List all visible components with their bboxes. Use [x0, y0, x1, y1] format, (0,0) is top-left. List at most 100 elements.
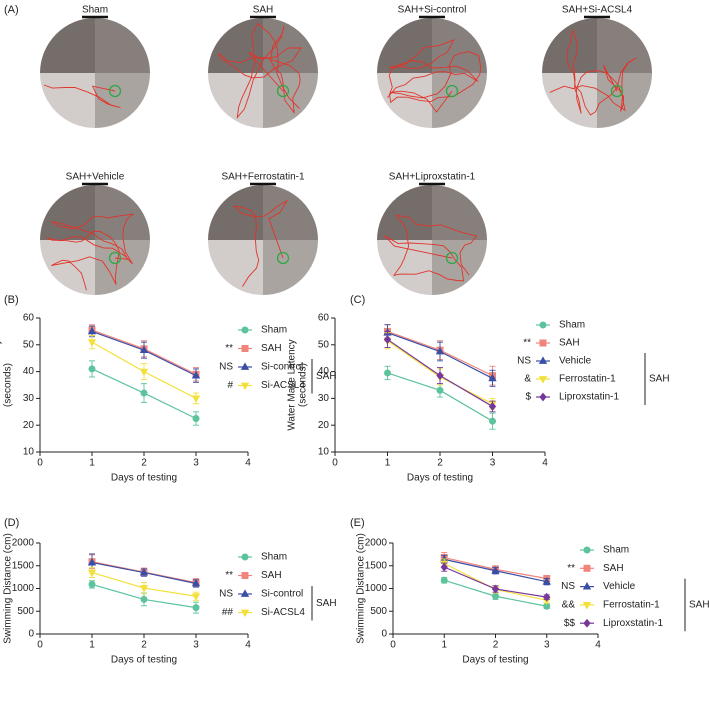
platform: [445, 251, 459, 265]
quadrant: [263, 185, 318, 240]
maze: [40, 15, 150, 128]
x-tick-label: 3: [193, 640, 199, 651]
series: [88, 580, 200, 614]
marker: [139, 567, 149, 576]
y-tick-label: 20: [23, 420, 35, 431]
x-tick-label: 0: [37, 458, 43, 469]
quadrant: [263, 240, 318, 295]
panel-label: (D): [4, 517, 19, 529]
marker: [383, 335, 392, 344]
marker: [440, 576, 448, 584]
legend-marker: [240, 362, 250, 370]
x-tick-label: 4: [245, 458, 251, 469]
y-axis-label: Swimming Distance (cm): [356, 533, 367, 644]
legend-marker: [582, 602, 592, 610]
quadrant: [95, 185, 150, 240]
legend-marker: [241, 326, 249, 334]
significance: NS: [219, 362, 233, 373]
marker: [440, 562, 448, 572]
platform: [108, 251, 122, 265]
y-axis-label: Water Mase Latency: [0, 339, 3, 430]
legend-label: SAH: [261, 570, 282, 581]
legend-label: Sham: [261, 552, 287, 563]
panel-label: (B): [4, 294, 19, 306]
legend-label: Ferrostatin-1: [559, 374, 616, 385]
x-tick-label: 1: [89, 458, 95, 469]
legend-label: Liproxstatin-1: [559, 392, 619, 403]
marker: [139, 585, 149, 593]
significance: $$: [564, 618, 576, 629]
y-tick-label: 2000: [12, 538, 35, 549]
maze: [40, 182, 150, 295]
significance: **: [523, 338, 531, 349]
marker: [492, 592, 499, 600]
x-tick-label: 2: [493, 640, 499, 651]
significance: **: [225, 343, 233, 354]
legend-marker: [240, 589, 250, 597]
significance: ##: [222, 607, 234, 618]
panel-label: (E): [350, 517, 365, 529]
quadrant: [208, 73, 263, 128]
marker: [192, 415, 200, 422]
y-tick-label: 2000: [365, 538, 388, 549]
marker: [191, 395, 201, 404]
swim-track: [233, 200, 288, 287]
marker: [436, 386, 444, 394]
platform: [276, 84, 290, 98]
marker: [192, 604, 200, 612]
maze: [208, 182, 318, 295]
maze-title: SAH+Si-ACSL4: [562, 5, 633, 16]
y-tick-label: 1500: [365, 560, 388, 571]
significance: &: [524, 374, 531, 385]
series: [87, 567, 201, 601]
quadrant: [542, 73, 597, 128]
x-tick-label: 3: [490, 458, 496, 469]
maze-title: SAH: [253, 5, 274, 16]
y-tick-label: 30: [318, 393, 330, 404]
maze: [377, 15, 487, 128]
pool: [377, 18, 487, 128]
pool: [377, 185, 487, 295]
legend-marker: [240, 382, 250, 391]
y-tick-label: 50: [318, 339, 330, 350]
y-tick-label: 500: [17, 606, 34, 617]
legend-label: Si-control: [261, 589, 303, 600]
quadrant: [597, 73, 652, 128]
series: [87, 334, 201, 405]
legend-marker: [241, 345, 249, 352]
series: [87, 325, 201, 383]
x-tick-label: 1: [441, 640, 447, 651]
y-tick-label: 20: [318, 420, 330, 431]
maze: [542, 15, 652, 128]
marker: [88, 365, 96, 373]
quadrant: [263, 73, 318, 128]
quadrant: [597, 18, 652, 73]
legend-label: SAH: [261, 343, 282, 354]
marker: [488, 373, 497, 382]
x-axis-label: Days of testing: [407, 473, 473, 484]
maze: [377, 182, 487, 295]
series: [440, 576, 551, 610]
swim-track: [384, 214, 478, 282]
marker: [191, 370, 201, 379]
significance: NS: [517, 356, 531, 367]
marker: [191, 578, 201, 587]
significance: &&: [562, 600, 576, 611]
y-tick-label: 30: [23, 393, 35, 404]
legend-label: Liproxstatin-1: [603, 618, 663, 629]
y-tick-label: 1000: [12, 583, 35, 594]
maze-title: SAH+Liproxstatin-1: [389, 172, 476, 183]
x-tick-label: 3: [193, 458, 199, 469]
quadrant: [263, 18, 318, 73]
y-tick-label: 500: [370, 606, 387, 617]
quadrant: [40, 73, 95, 128]
maze: [208, 15, 318, 128]
y-tick-label: 40: [23, 366, 35, 377]
quadrant: [208, 185, 263, 240]
x-tick-label: 4: [542, 458, 548, 469]
legend-marker: [583, 546, 591, 554]
series: [88, 360, 200, 426]
x-tick-label: 2: [141, 458, 147, 469]
legend-label: Si-ACSL4: [261, 380, 305, 391]
